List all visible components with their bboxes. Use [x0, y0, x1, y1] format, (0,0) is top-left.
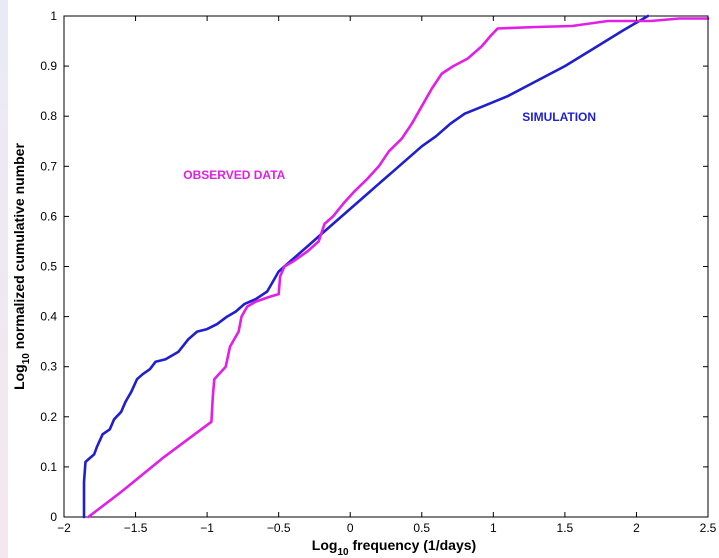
annotation-observed-data: OBSERVED DATA [183, 168, 285, 182]
x-tick-label: 2.5 [700, 521, 717, 535]
x-axis-label: Log10 frequency (1/days) [312, 537, 476, 558]
window-edge-strip [0, 0, 8, 558]
y-tick-label: 0 [50, 510, 57, 524]
series-layer [82, 14, 710, 519]
y-axis-label: Log10 normalized cumulative number [11, 143, 32, 390]
x-tick-label: 1 [490, 521, 497, 535]
y-tick-label: 0.1 [40, 460, 57, 474]
series-line-simulation [82, 14, 650, 519]
x-tick-label: 2 [633, 521, 640, 535]
y-tick-label: 0.5 [40, 260, 57, 274]
y-tick-label: 1 [50, 9, 57, 23]
y-tick-label: 0.7 [40, 159, 57, 173]
x-tick-label: 0 [347, 521, 354, 535]
x-tick-label: −2 [57, 521, 71, 535]
labels-layer: Log10 frequency (1/days) Log10 normalized… [11, 110, 596, 558]
y-tick-label: 0.3 [40, 360, 57, 374]
series-line-observed-data [87, 17, 710, 519]
x-tick-label: 1.5 [557, 521, 574, 535]
plot-frame [63, 15, 709, 518]
y-tick-label: 0.2 [40, 410, 57, 424]
y-tick-label: 0.4 [40, 310, 57, 324]
x-tick-label: 0.5 [413, 521, 430, 535]
annotation-simulation: SIMULATION [522, 110, 596, 124]
y-tick-label: 0.6 [40, 209, 57, 223]
plot-area-box [63, 15, 709, 518]
x-tick-label: −1.5 [124, 521, 148, 535]
ticks-layer: −2 −1.5 −1 −0.5 0 0.5 1 1.5 2 2.5 0 0.1 0.2 0.3 0.4 0.5… [40, 9, 716, 535]
y-tick-label: 0.9 [40, 59, 57, 73]
y-tick-label: 0.8 [40, 109, 57, 123]
x-tick-label: −1 [200, 521, 214, 535]
x-tick-label: −0.5 [267, 521, 291, 535]
